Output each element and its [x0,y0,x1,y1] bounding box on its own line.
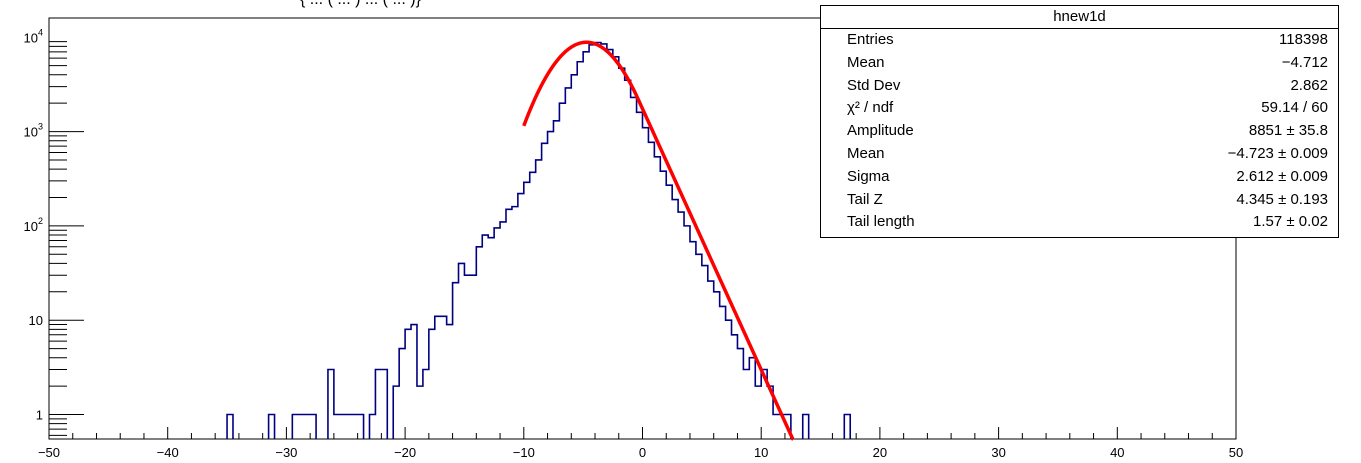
stats-row: Sigma 2.612 ± 0.009 [821,166,1338,189]
x-tick-label: 0 [639,445,646,460]
y-tick-label: 104 [24,27,43,45]
stats-value: 59.14 / 60 [1261,99,1328,117]
fit-curve [522,40,795,441]
stats-key: Amplitude [847,122,914,140]
stats-value: 2.612 ± 0.009 [1236,167,1328,185]
x-tick-label: −10 [513,445,535,460]
stats-value: 8851 ± 35.8 [1248,122,1328,140]
x-tick-label: −50 [38,445,60,460]
stats-key: Entries [847,31,894,48]
stats-key: Sigma [847,167,890,185]
x-tick-label: 20 [873,445,887,460]
stats-value: 118398 [1279,31,1328,48]
x-tick-label: −40 [157,445,179,460]
x-tick-label: 10 [754,445,768,460]
stats-value: 1.57 ± 0.02 [1253,213,1328,231]
x-tick-label: 40 [1110,445,1124,460]
stats-value: 2.862 [1290,76,1328,94]
y-tick-label: 1 [36,408,43,423]
x-tick-label: −30 [275,445,297,460]
stats-key: Tail Z [847,190,883,208]
stats-key: Std Dev [847,76,901,94]
x-tick-label: −20 [394,445,416,460]
stats-row: Mean −4.723 ± 0.009 [821,143,1338,166]
stats-row: χ² / ndf 59.14 / 60 [821,97,1338,120]
chart-title-fragment: { ... ( ... ) ... ( ... )} [300,0,421,9]
stats-key: Tail length [847,213,915,231]
stats-value: −4.723 ± 0.009 [1227,144,1328,162]
histogram-line [226,41,852,439]
y-tick-label: 103 [24,122,43,140]
stats-row: Std Dev 2.862 [821,75,1338,98]
stats-box: hnew1d Entries 118398 Mean −4.712 Std Dev 2.8… [820,5,1339,238]
stats-row: Mean −4.712 [821,52,1338,75]
stats-box-title: hnew1d [821,6,1338,29]
stats-key: Mean [847,144,885,162]
stats-value: −4.712 [1281,53,1328,71]
stats-row: Tail length 1.57 ± 0.02 [821,211,1338,234]
y-tick-label: 102 [24,216,43,234]
stats-row: Tail Z 4.345 ± 0.193 [821,189,1338,212]
stats-row: Entries 118398 [821,29,1338,52]
stats-row: Amplitude 8851 ± 35.8 [821,120,1338,143]
stats-value: 4.345 ± 0.193 [1236,190,1328,208]
y-tick-label: 10 [29,313,43,328]
stats-key: χ² / ndf [847,99,894,117]
stats-key: Mean [847,53,885,71]
y-axis-ticks: 1 10 102 103 104 [24,27,84,436]
x-axis-ticks: −50 −40 −30 −20 −10 0 10 20 30 40 50 [38,427,1243,460]
x-tick-label: 50 [1229,445,1243,460]
x-tick-label: 30 [991,445,1005,460]
stats-rows: Entries 118398 Mean −4.712 Std Dev 2.862 χ² / … [821,29,1338,234]
